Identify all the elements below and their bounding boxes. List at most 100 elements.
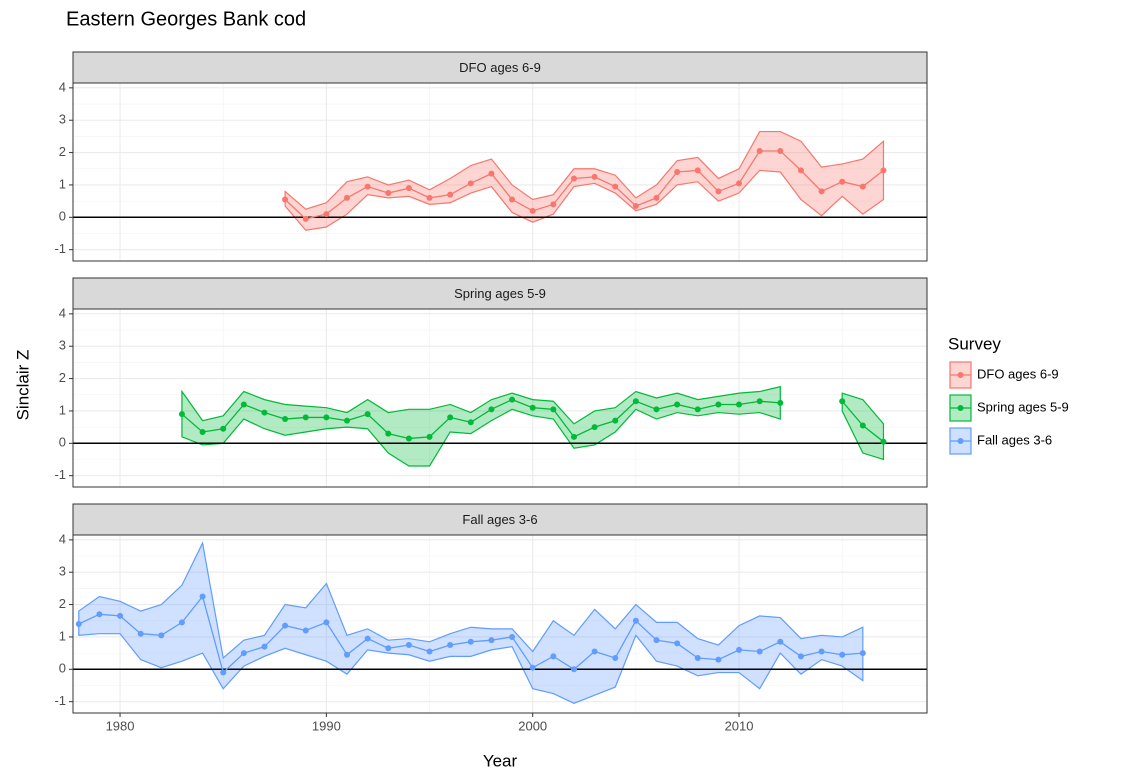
point: [261, 409, 268, 416]
point: [797, 653, 804, 660]
point: [240, 650, 247, 657]
point: [302, 414, 309, 421]
panel-background: [73, 309, 927, 487]
point: [323, 619, 330, 626]
ribbon: [78, 541, 864, 704]
point: [488, 637, 495, 644]
point: [591, 648, 598, 655]
point: [364, 411, 371, 418]
point: [385, 430, 392, 437]
point: [694, 406, 701, 413]
line: [284, 150, 884, 220]
point: [405, 642, 412, 649]
point: [426, 648, 433, 655]
point: [282, 416, 289, 423]
panel-border: [72, 308, 928, 488]
point: [240, 401, 247, 408]
x-axis-title: Year: [483, 751, 518, 770]
x-tick-label: 2000: [518, 718, 547, 733]
point: [344, 194, 351, 201]
point: [880, 167, 887, 174]
y-tick-label: 4: [59, 305, 66, 320]
point: [839, 651, 846, 658]
point: [674, 640, 681, 647]
point: [550, 653, 557, 660]
point: [570, 175, 577, 182]
point: [323, 414, 330, 421]
point: [694, 167, 701, 174]
strip: [72, 277, 928, 310]
point: [736, 401, 743, 408]
panel-border: [72, 82, 928, 262]
point: [178, 619, 185, 626]
point: [364, 183, 371, 190]
point: [632, 202, 639, 209]
y-tick-label: -1: [54, 241, 66, 256]
legend-label: DFO ages 6-9: [977, 366, 1059, 381]
point: [591, 173, 598, 180]
legend-key-point: [957, 438, 964, 444]
strip: [72, 51, 928, 84]
point: [653, 406, 660, 413]
y-tick-label: 2: [59, 370, 66, 385]
y-tick-label: 4: [59, 531, 66, 546]
point: [818, 188, 825, 195]
point: [674, 169, 681, 175]
point: [426, 433, 433, 440]
point: [736, 646, 743, 653]
point: [674, 401, 681, 408]
panel-background: [73, 83, 927, 261]
point: [715, 656, 722, 663]
point: [199, 428, 206, 435]
point: [178, 411, 185, 418]
point: [550, 406, 557, 413]
y-tick-label: -1: [54, 467, 66, 482]
point: [859, 422, 866, 429]
point: [777, 399, 784, 406]
y-tick-label: 3: [59, 338, 66, 353]
point: [385, 645, 392, 652]
point: [199, 593, 206, 600]
strip-label: DFO ages 6-9: [459, 60, 541, 75]
point: [96, 611, 103, 618]
point: [756, 147, 763, 154]
point: [344, 417, 351, 424]
strip-label: Spring ages 5-9: [454, 286, 546, 301]
point: [344, 651, 351, 658]
point: [467, 419, 474, 426]
point: [323, 211, 330, 218]
point: [715, 401, 722, 408]
point: [736, 180, 743, 187]
point: [220, 669, 227, 676]
point: [364, 635, 371, 642]
ribbon: [284, 130, 885, 231]
point: [570, 433, 577, 440]
y-tick-label: 0: [59, 209, 66, 224]
point: [756, 648, 763, 655]
point: [756, 398, 763, 405]
y-tick-label: 3: [59, 564, 66, 579]
y-tick-label: 3: [59, 112, 66, 127]
point: [632, 398, 639, 405]
point: [797, 167, 804, 174]
point: [529, 404, 536, 411]
point: [158, 632, 165, 639]
y-tick-label: 1: [59, 176, 66, 191]
point: [550, 201, 557, 208]
legend-key-point: [957, 372, 964, 378]
point: [632, 617, 639, 624]
point: [839, 398, 846, 405]
point: [488, 170, 495, 177]
point: [529, 664, 536, 671]
point: [137, 630, 144, 637]
point: [612, 417, 619, 424]
x-tick-label: 2010: [725, 718, 754, 733]
point: [570, 666, 577, 673]
point: [385, 190, 392, 197]
point: [880, 438, 887, 445]
point: [405, 185, 412, 192]
point: [426, 194, 433, 201]
point: [509, 633, 516, 640]
point: [694, 654, 701, 661]
